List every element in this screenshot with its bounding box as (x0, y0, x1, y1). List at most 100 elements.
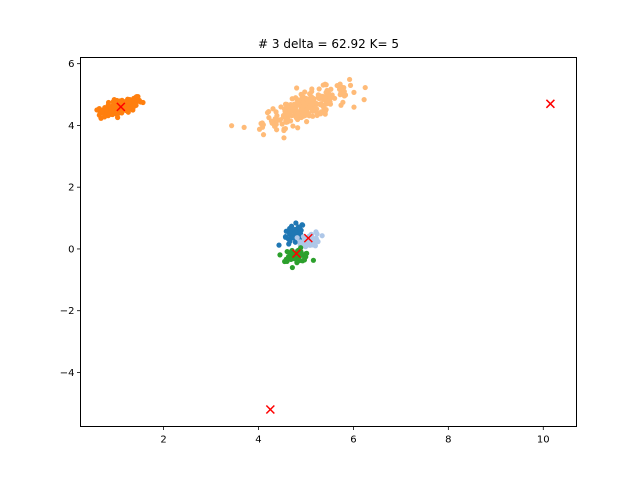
data-point (284, 111, 290, 117)
data-point (137, 99, 144, 105)
y-tick-label: 6 (68, 59, 74, 70)
data-point (351, 89, 357, 95)
y-tick-label: 0 (68, 244, 74, 255)
data-point (287, 228, 294, 234)
data-point (290, 123, 296, 129)
data-point (301, 110, 307, 116)
y-axis: −4 −2 0 2 4 6 (60, 59, 81, 379)
data-point (282, 101, 289, 107)
data-point (293, 95, 299, 101)
x-tick-label: 6 (350, 435, 356, 446)
data-point (269, 120, 275, 126)
data-point (293, 220, 299, 226)
scatter-points (94, 76, 368, 271)
data-point (103, 107, 110, 113)
data-point (298, 91, 304, 97)
data-point (318, 94, 325, 100)
data-point (314, 237, 320, 243)
centroid-x-marker (303, 233, 313, 243)
data-point (295, 125, 301, 131)
data-point (309, 88, 315, 95)
data-point (341, 84, 347, 91)
data-point (105, 99, 112, 106)
data-point (361, 97, 367, 103)
data-point (287, 238, 293, 244)
centroid-x-marker (291, 249, 301, 259)
data-point (101, 114, 108, 120)
data-point (293, 100, 300, 106)
data-point (260, 132, 267, 138)
data-point (322, 108, 329, 114)
data-point (277, 252, 283, 258)
data-point (310, 257, 317, 263)
data-point (310, 101, 316, 107)
x-tick-label: 10 (537, 435, 550, 446)
data-point (258, 120, 264, 127)
plot-frame (80, 57, 577, 427)
centroid-x-marker (265, 404, 275, 415)
centroid-x-marker (116, 102, 126, 112)
data-point (277, 117, 284, 123)
x-axis: 2 4 6 8 10 (160, 426, 550, 446)
data-point (328, 86, 334, 92)
data-point (292, 239, 298, 245)
data-point (317, 101, 323, 107)
data-point (337, 81, 343, 87)
data-point (294, 235, 300, 241)
x-tick-label: 4 (255, 435, 261, 446)
data-point (314, 231, 320, 237)
data-point (229, 123, 235, 129)
centroid-markers (116, 99, 555, 415)
y-tick-label: −2 (60, 306, 75, 317)
y-tick-label: 4 (68, 121, 74, 132)
data-point (346, 76, 353, 83)
data-point (273, 109, 279, 115)
data-point (299, 240, 305, 247)
data-point (327, 94, 333, 100)
data-point (351, 104, 357, 110)
data-point (294, 85, 300, 91)
data-point (279, 121, 285, 127)
data-point (302, 254, 308, 260)
y-tick-label: 2 (68, 183, 74, 194)
data-point (295, 224, 302, 230)
data-point (241, 124, 247, 130)
data-point (110, 99, 116, 105)
y-tick-label: −4 (60, 368, 75, 379)
data-point (325, 98, 331, 105)
data-point (341, 88, 347, 95)
data-point (278, 104, 284, 110)
data-point (312, 243, 318, 249)
data-point (304, 119, 310, 125)
data-point (362, 84, 368, 91)
data-point (323, 82, 329, 88)
data-point (338, 102, 344, 108)
data-point (281, 135, 287, 141)
data-point (303, 241, 310, 248)
data-point (283, 118, 289, 124)
data-point (306, 113, 312, 119)
data-point (289, 104, 295, 110)
data-point (276, 242, 282, 248)
data-point (131, 98, 138, 104)
data-point (282, 126, 288, 132)
data-point (288, 256, 294, 262)
data-point (314, 112, 320, 119)
data-point (94, 107, 100, 113)
data-point (119, 110, 125, 116)
x-tick-label: 8 (445, 435, 451, 446)
data-point (304, 107, 310, 113)
data-point (109, 108, 116, 114)
x-tick-label: 2 (160, 435, 166, 446)
centroid-x-marker (545, 99, 555, 109)
data-point (266, 109, 272, 115)
data-point (294, 260, 300, 266)
data-point (134, 94, 140, 100)
data-point (336, 86, 343, 92)
chart-title: # 3 delta = 62.92 K= 5 (258, 37, 399, 51)
data-point (316, 86, 322, 92)
data-point (126, 100, 132, 106)
data-point (347, 82, 354, 88)
data-point (289, 112, 295, 119)
data-point (305, 98, 311, 104)
